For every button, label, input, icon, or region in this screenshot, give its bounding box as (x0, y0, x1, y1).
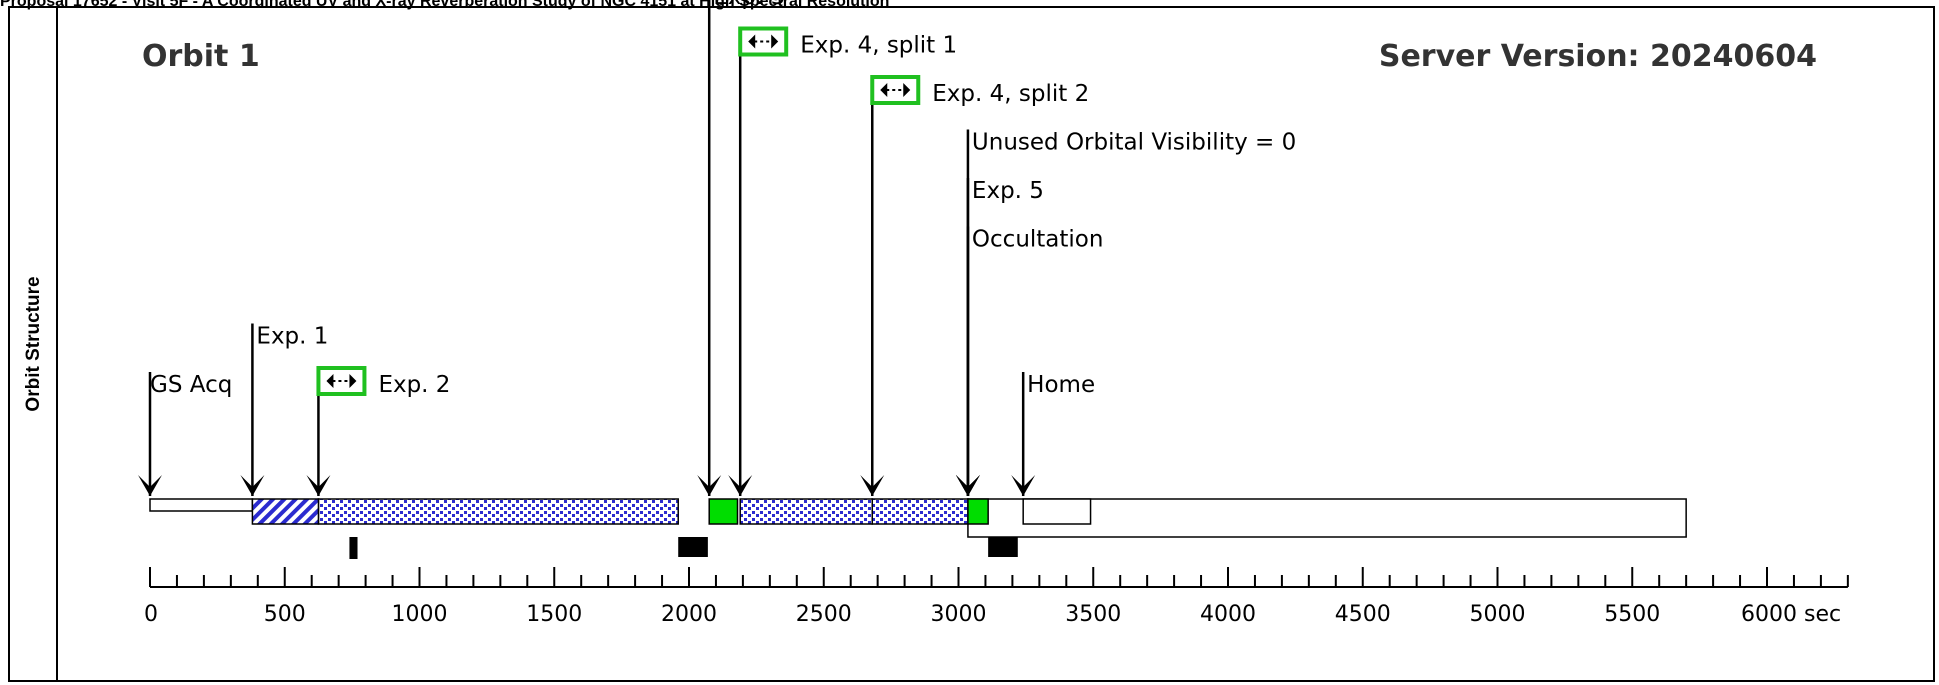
event-exp-4-split-2: Exp. 4, split 2 (860, 75, 1089, 496)
icon-box (738, 26, 789, 57)
event-label: Exp. 1 (256, 324, 328, 350)
proposal-title: Proposal 17652 - Visit 5F - A Coordinate… (0, 0, 890, 10)
event-label: Home (1027, 372, 1095, 398)
event-label: Occultation (972, 227, 1104, 253)
arrow-down-icon (138, 475, 162, 496)
arrow-down-icon (240, 475, 265, 496)
exposure-bars (149, 498, 1687, 559)
exp4-split1-segment (739, 498, 874, 525)
split-arrows-icon (738, 26, 789, 57)
event-gs-acq: GS Acq (138, 372, 232, 496)
arrow-down-icon (860, 475, 885, 496)
event-occultation: Occultation (955, 226, 1104, 496)
marker-1 (349, 537, 358, 559)
tick-label: 0 (144, 602, 158, 627)
tick-label: 3500 (1065, 602, 1121, 627)
server-version: Server Version: 20240604 (1379, 39, 1817, 74)
event-label: Exp. 3 (713, 0, 785, 10)
tick-label: 6000 sec (1741, 602, 1841, 627)
event-label: GS Acq (150, 372, 232, 398)
time-axis: 0 500 1000 1500 2000 2500 3000 3500 4000 4500 5000… (144, 567, 1849, 627)
side-label-column: Orbit Structure (10, 8, 58, 680)
event-home: Home (1011, 372, 1095, 496)
arrow-down-icon (1011, 475, 1036, 496)
event-label: Unused Orbital Visibility = 0 (972, 130, 1296, 156)
orbit-structure-panel: Orbit Structure (8, 6, 1935, 682)
tick-label: 2500 (796, 602, 852, 627)
marker-2 (678, 537, 708, 557)
event-label: Exp. 2 (378, 372, 450, 398)
arrow-down-icon (697, 475, 722, 496)
event-exp-4-split-1: Exp. 4, split 1 (728, 26, 957, 496)
event-annotations: GS Acq Exp. 1 Exp. 2 Exp. 3 Exp. 4, split 1 E… (138, 0, 1296, 496)
tick-label: 3000 (931, 602, 987, 627)
tick-label: 1000 (392, 602, 448, 627)
split-arrows-icon (316, 366, 367, 396)
orbit-title: Orbit 1 (142, 39, 260, 74)
tick-label: 500 (264, 602, 306, 627)
event-exp-2: Exp. 2 (306, 366, 450, 496)
arrow-down-icon (955, 475, 980, 496)
gs-acq-segment (149, 498, 254, 512)
home-segment (1022, 498, 1092, 525)
event-exp-3: Exp. 3 (697, 0, 785, 496)
exp4-split2-segment (871, 498, 969, 525)
event-label: Exp. 5 (972, 178, 1044, 204)
arrow-down-icon (728, 475, 753, 496)
tick-label: 4000 (1200, 602, 1256, 627)
event-label: Exp. 4, split 1 (800, 33, 957, 59)
event-label: Exp. 4, split 2 (932, 81, 1089, 107)
tick-label: 4500 (1335, 602, 1391, 627)
exp5-segment (967, 498, 989, 525)
tick-label: 5000 (1470, 602, 1526, 627)
event-exp-1: Exp. 1 (240, 323, 328, 496)
split-arrows-icon (870, 75, 921, 105)
exp2-segment (317, 498, 679, 525)
marker-3 (988, 537, 1018, 557)
exp3-segment (708, 498, 739, 525)
arrow-down-icon (306, 475, 331, 496)
tick-label: 2000 (661, 602, 717, 627)
tick-label: 1500 (526, 602, 582, 627)
tick-label: 5500 (1604, 602, 1660, 627)
exp1-segment (251, 498, 320, 525)
